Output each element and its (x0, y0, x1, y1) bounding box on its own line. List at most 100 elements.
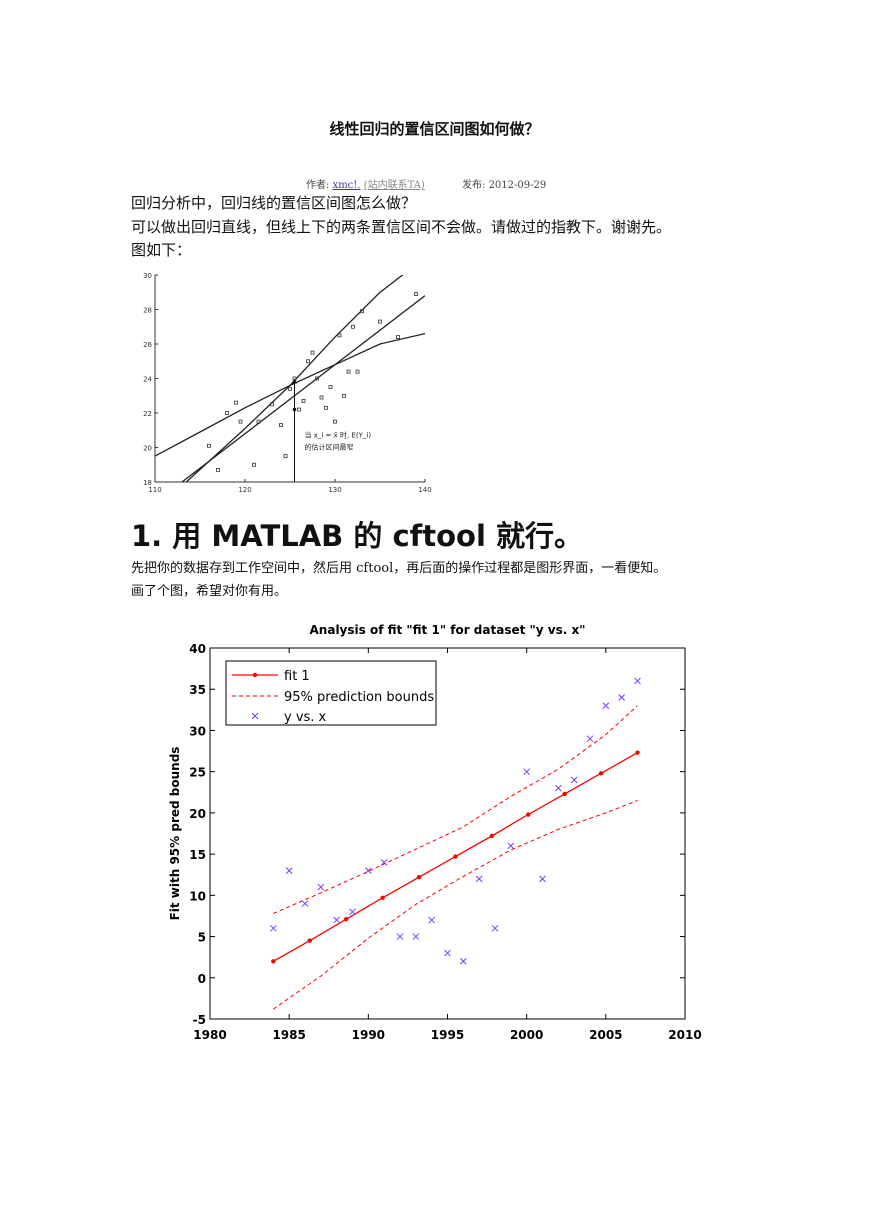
fit-marker (635, 750, 640, 755)
legend-fit-marker (252, 672, 258, 678)
data-point (238, 419, 243, 424)
matlab-fit-chart: Analysis of fit "fit 1" for dataset "y v… (168, 623, 702, 1042)
data-point (225, 411, 229, 415)
y-tick-label: 30 (189, 724, 206, 738)
y-tick-label: 20 (189, 807, 206, 821)
data-point (234, 400, 238, 405)
data-point (252, 462, 256, 467)
y-tick-label: 20 (143, 445, 152, 453)
legend-entry: y vs. x (284, 710, 327, 725)
data-point (414, 292, 418, 296)
regression-chart: 18 20 22 24 26 28 30 110 120 130 140 当 x_i = x̄ 时, … (143, 272, 432, 494)
data-point (270, 402, 274, 407)
x-tick-label: 1985 (272, 1028, 305, 1042)
legend-entry: 95% prediction bounds (284, 690, 434, 705)
y-tick-label: 22 (143, 410, 152, 418)
fit-marker (453, 854, 458, 859)
y-tick-label: 0 (198, 972, 206, 986)
x-tick-label: 140 (418, 486, 431, 494)
y-tick-label: 28 (143, 307, 152, 315)
y-tick-label: 35 (189, 683, 206, 697)
scatter-point (333, 916, 341, 924)
question-line-1: 回归分析中，回归线的置信区间图怎么做？ (131, 194, 417, 212)
lower-prediction-bound (273, 800, 638, 1010)
data-point (283, 454, 288, 459)
arrow-head (292, 378, 297, 384)
x-tick-label: 130 (328, 486, 341, 494)
post-title: 线性回归的置信区间图如何做？ (329, 120, 540, 138)
scatter-point (475, 875, 483, 883)
fit-marker (489, 833, 495, 839)
x-tick-label: 1980 (193, 1028, 226, 1042)
scatter-point (523, 768, 531, 776)
publish-date: 发布: 2012-09-29 (462, 180, 547, 191)
x-tick-label: 2005 (589, 1028, 622, 1042)
y-tick-label: 26 (143, 341, 152, 349)
x-tick-label: 1990 (352, 1028, 385, 1042)
data-point (355, 369, 360, 374)
data-point (306, 359, 310, 364)
data-point (337, 333, 342, 338)
fit-marker (562, 791, 567, 797)
answer-line-2: 画了个图，希望对你有用。 (131, 584, 288, 599)
scatter-point (285, 867, 293, 874)
scatter-point (618, 694, 626, 701)
fit-marker (526, 812, 531, 817)
data-point (319, 395, 324, 400)
x-tick-label: 2000 (510, 1028, 543, 1042)
data-point (396, 335, 400, 339)
legend-points-swatch (251, 712, 259, 720)
data-point (342, 393, 346, 398)
fit-marker (271, 959, 276, 964)
scatter-point (428, 916, 436, 924)
scatter-point (412, 933, 420, 940)
answer-line-1: 先把你的数据存到工作空间中，然后用 cftool，再后面的操作过程都是图形界面，… (131, 561, 667, 576)
answer-heading: 1. 用 MATLAB 的 cftool 就行。 (131, 519, 583, 553)
fit-marker (343, 917, 349, 922)
scatter-point (602, 702, 610, 710)
scatter-point (444, 949, 451, 957)
x-tick-label: 2010 (668, 1028, 701, 1042)
x-tick-label: 1995 (431, 1028, 464, 1042)
contact-link[interactable]: (站内联系TA) (363, 180, 425, 191)
y-tick-label: 25 (189, 766, 206, 780)
data-point (310, 350, 315, 355)
scatter-point (349, 908, 356, 916)
lower-band (155, 332, 425, 457)
y-tick-label: 15 (189, 848, 206, 862)
scatter-point (396, 933, 404, 940)
scatter-point (554, 784, 562, 792)
data-point (346, 369, 351, 374)
data-point (301, 399, 306, 403)
x-tick-label: 110 (148, 486, 161, 494)
fit-marker (598, 771, 604, 776)
scatter-point (491, 924, 499, 932)
upper-band (185, 275, 404, 482)
fit-line (180, 295, 425, 482)
author-link[interactable]: xmc!. (332, 180, 361, 191)
y-axis-label: Fit with 95% pred bounds (168, 747, 182, 921)
scatter-point (364, 867, 372, 874)
data-point (324, 405, 328, 410)
author-label: 作者: (306, 180, 330, 191)
data-point (378, 319, 382, 324)
y-tick-label: -5 (193, 1013, 206, 1027)
arrow-mark (292, 407, 297, 412)
y-tick-label: 5 (198, 931, 206, 945)
scatter-point (634, 677, 641, 685)
data-point (288, 386, 292, 391)
scatter-point (380, 859, 388, 866)
scatter-point (269, 924, 277, 932)
scatter-point (539, 875, 546, 883)
y-tick-label: 30 (143, 272, 152, 280)
data-point (360, 309, 364, 314)
fit-marker (380, 895, 385, 901)
post-meta: 作者: xmc!. (站内联系TA) 发布: 2012-09-29 (306, 176, 546, 191)
upper-prediction-bound (273, 705, 638, 914)
annotation-line-1: 当 x_i = x̄ 时, E(Y_i) (305, 431, 372, 440)
y-tick-label: 10 (189, 889, 206, 903)
data-point (351, 324, 355, 329)
y-tick-label: 18 (143, 479, 152, 487)
data-point (279, 423, 283, 427)
question-line-2: 可以做出回归直线，但线上下的两条置信区间不会做。请做过的指教下。谢谢先。 (131, 218, 672, 236)
